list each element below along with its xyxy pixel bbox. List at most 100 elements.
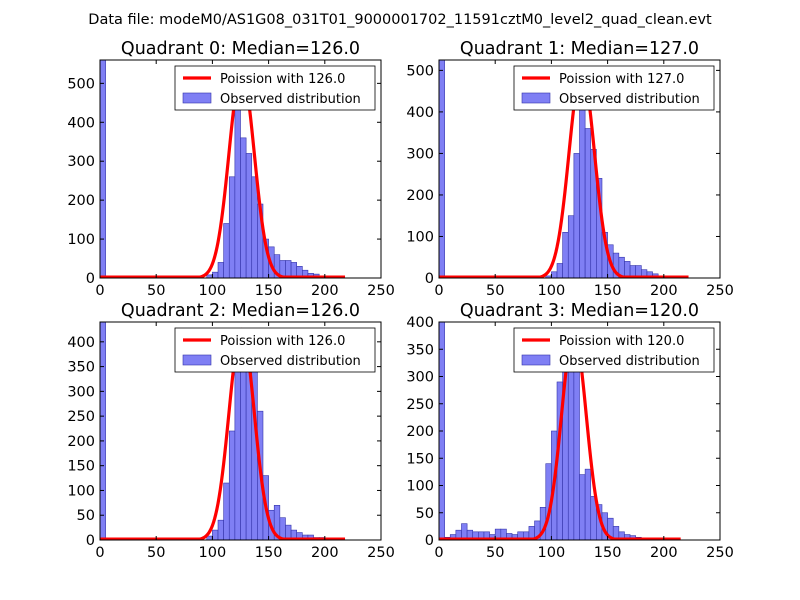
x-tick-label: 100	[199, 545, 227, 561]
histogram-bar	[100, 60, 106, 278]
y-tick-label: 200	[67, 434, 95, 450]
axes-frame	[99, 59, 382, 279]
legend-label-poisson: Poission with 126.0	[220, 72, 345, 87]
y-tick-label: 150	[406, 451, 434, 467]
quadrant-panel-0: Quadrant 0: Median=126.0 0 50 100 150 200 250 0…	[67, 39, 395, 299]
legend: Poission with 126.0 Observed distribution	[174, 65, 376, 111]
histogram-bar	[584, 128, 592, 278]
x-tick-label: 250	[367, 283, 395, 299]
y-tick-label: 50	[416, 506, 434, 522]
histogram-bar	[573, 370, 580, 540]
y-tick-label: 500	[67, 76, 95, 92]
y-tick-label: 400	[67, 115, 95, 131]
y-tick-label: 200	[406, 424, 434, 440]
histogram-bar	[223, 223, 230, 278]
y-tick-label: 350	[67, 360, 95, 376]
x-tick-label: 50	[486, 283, 504, 299]
legend: Poission with 127.0 Observed distribution	[513, 65, 715, 111]
x-tick-label: 150	[594, 545, 622, 561]
legend: Poission with 120.0 Observed distribution	[513, 327, 715, 373]
histogram-bar	[234, 98, 241, 278]
figure-suptitle: Data file: modeM0/AS1G08_031T01_90000017…	[88, 12, 712, 28]
y-tick-label: 100	[67, 483, 95, 499]
y-tick-label: 400	[406, 105, 434, 121]
y-tick-label: 0	[425, 533, 434, 549]
histogram-bar	[579, 107, 586, 278]
y-tick-label: 300	[406, 146, 434, 162]
panel-title: Quadrant 3: Median=120.0	[460, 301, 699, 321]
y-tick-label: 100	[406, 229, 434, 245]
y-tick-label: 300	[406, 370, 434, 386]
legend: Poission with 126.0 Observed distribution	[174, 327, 376, 373]
histogram-bar	[573, 153, 580, 278]
x-tick-label: 200	[650, 283, 678, 299]
x-tick-label: 250	[706, 545, 734, 561]
y-tick-label: 100	[406, 479, 434, 495]
y-tick-label: 50	[77, 508, 95, 524]
histogram-bar	[217, 519, 224, 540]
x-tick-label: 50	[147, 283, 165, 299]
quadrant-panel-1: Quadrant 1: Median=127.0 0 50 100 150 200 250 0…	[406, 39, 734, 299]
x-tick-label: 50	[486, 545, 504, 561]
x-tick-label: 150	[255, 283, 283, 299]
poisson-curve	[439, 331, 682, 540]
legend-label-poisson: Poission with 127.0	[559, 72, 684, 87]
x-tick-label: 200	[311, 283, 339, 299]
legend-label-observed: Observed distribution	[220, 92, 361, 107]
histogram-bar	[212, 271, 219, 278]
histogram-bar	[567, 215, 575, 278]
histogram-bar	[100, 322, 106, 540]
histogram-bar	[228, 176, 236, 278]
y-tick-label: 350	[406, 342, 434, 358]
y-tick-label: 150	[67, 459, 95, 475]
y-tick-label: 200	[67, 193, 95, 209]
y-tick-label: 100	[67, 232, 95, 248]
x-tick-label: 200	[311, 545, 339, 561]
y-tick-label: 0	[86, 271, 95, 287]
panel-title: Quadrant 2: Median=126.0	[121, 301, 360, 321]
x-tick-label: 200	[650, 545, 678, 561]
y-tick-label: 300	[67, 154, 95, 170]
x-tick-label: 50	[147, 545, 165, 561]
x-tick-label: 250	[367, 545, 395, 561]
histogram-bar	[579, 474, 586, 540]
poisson-curve	[439, 68, 689, 278]
panel-title: Quadrant 0: Median=126.0	[121, 39, 360, 59]
plot-area	[439, 60, 689, 278]
y-tick-label: 500	[406, 63, 434, 79]
x-tick-label: 150	[594, 283, 622, 299]
x-tick-label: 0	[434, 283, 443, 299]
poisson-curve	[100, 70, 346, 278]
x-tick-label: 100	[538, 283, 566, 299]
subplot-grid: Quadrant 0: Median=126.0 0 50 100 150 200 250 0…	[67, 39, 734, 561]
panel-title: Quadrant 1: Median=127.0	[460, 39, 699, 59]
histogram-bar	[562, 232, 569, 278]
histogram-bar	[234, 361, 241, 540]
histogram-bar	[223, 482, 230, 540]
axes-frame	[438, 59, 721, 279]
legend-bar-swatch	[521, 354, 551, 366]
histogram-bar	[245, 153, 253, 278]
legend-bar-swatch	[182, 92, 212, 104]
histogram-bar	[584, 468, 592, 540]
y-tick-label: 0	[425, 271, 434, 287]
histogram-bar	[251, 176, 258, 278]
plot-area	[100, 60, 346, 278]
x-tick-label: 250	[706, 283, 734, 299]
x-tick-label: 0	[434, 545, 443, 561]
quadrant-panel-2: Quadrant 2: Median=126.0 0 50 100 150 200 250 0…	[67, 301, 395, 561]
legend-bar-swatch	[182, 354, 212, 366]
y-tick-label: 250	[406, 397, 434, 413]
legend-label-observed: Observed distribution	[220, 354, 361, 369]
histogram-bar	[624, 261, 631, 278]
legend-label-observed: Observed distribution	[559, 92, 700, 107]
y-tick-label: 0	[86, 533, 95, 549]
histogram-bar	[285, 260, 292, 278]
legend-label-observed: Observed distribution	[559, 354, 700, 369]
y-tick-label: 200	[406, 188, 434, 204]
histogram-bar	[228, 430, 236, 540]
histogram-bar	[556, 263, 563, 278]
x-tick-label: 0	[95, 545, 104, 561]
x-tick-label: 0	[95, 283, 104, 299]
